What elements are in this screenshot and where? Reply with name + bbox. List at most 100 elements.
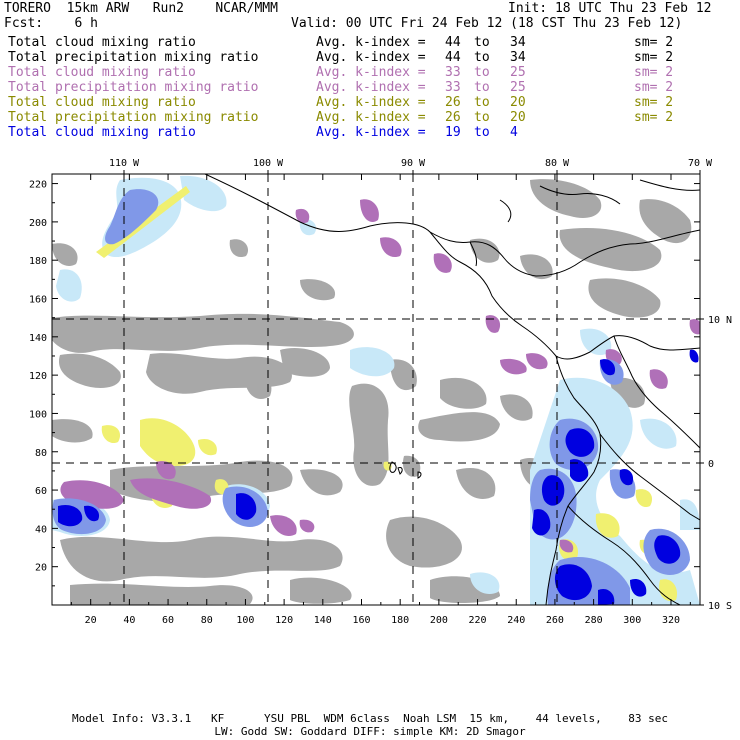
model-info: Model Info: V3.3.1 KF YSU PBL WDM 6class… — [71, 712, 669, 725]
legend-k-to: 20 — [510, 110, 526, 125]
legend-kindex-label: Avg. k-index = — [316, 110, 426, 125]
longitude-label: 70 W — [688, 158, 713, 169]
legend-kindex-label: Avg. k-index = — [316, 65, 426, 80]
legend-row: Total precipitation mixing ratio Avg. k-i… — [0, 50, 740, 65]
legend-to: to — [474, 80, 490, 95]
longitude-labels: 110 W 100 W 90 W 80 W 70 W — [109, 158, 713, 174]
y-tick-label: 40 — [35, 524, 47, 535]
y-tick-label: 220 — [29, 180, 47, 191]
legend-sm: sm= 2 — [634, 110, 674, 125]
x-tick-label: 120 — [275, 615, 293, 626]
x-tick-label: 320 — [662, 615, 680, 626]
legend-to: to — [474, 125, 490, 140]
x-tick-label: 300 — [623, 615, 641, 626]
latitude-labels: 10 N 0 10 S — [700, 315, 732, 612]
y-tick-label: 80 — [35, 448, 47, 459]
legend-kindex-label: Avg. k-index = — [316, 125, 426, 140]
forecast-hour: Fcst: 6 h — [4, 16, 98, 31]
legend-k-from: 44 — [445, 35, 461, 50]
legend-sm: sm= 2 — [634, 95, 674, 110]
legend-sm: sm= 2 — [634, 35, 674, 50]
legend-to: to — [474, 65, 490, 80]
valid-time: Valid: 00 UTC Fri 24 Feb 12 (18 CST Thu … — [291, 16, 683, 31]
x-tick-label: 140 — [314, 615, 332, 626]
legend-row: Total cloud mixing ratio Avg. k-index = 33… — [0, 65, 740, 80]
legend-row: Total cloud mixing ratio Avg. k-index = 19… — [0, 125, 740, 140]
legend-k-to: 34 — [510, 35, 526, 50]
x-tick-label: 160 — [352, 615, 370, 626]
legend-sm: sm= 2 — [634, 80, 674, 95]
longitude-label: 110 W — [109, 158, 140, 169]
legend-field: Total cloud mixing ratio — [8, 35, 196, 50]
legend-row: Total cloud mixing ratio Avg. k-index = 44… — [0, 35, 740, 50]
latitude-label: 10 S — [708, 601, 732, 612]
x-tick-label: 20 — [85, 615, 97, 626]
legend-k-from: 44 — [445, 50, 461, 65]
longitude-label: 100 W — [253, 158, 284, 169]
legend-sm: sm= 2 — [634, 50, 674, 65]
legend-to: to — [474, 110, 490, 125]
legend-field: Total precipitation mixing ratio — [8, 80, 259, 95]
legend-to: to — [474, 35, 490, 50]
legend-to: to — [474, 50, 490, 65]
legend-k-to: 4 — [510, 125, 518, 140]
legend-k-from: 26 — [445, 95, 461, 110]
legend-sm: sm= 2 — [634, 65, 674, 80]
legend-kindex-label: Avg. k-index = — [316, 80, 426, 95]
x-tick-label: 60 — [162, 615, 174, 626]
legend-field: Total cloud mixing ratio — [8, 65, 196, 80]
cloud-gray-field — [52, 179, 692, 605]
x-tick-label: 40 — [123, 615, 135, 626]
plot-area — [52, 174, 700, 605]
x-tick-label: 280 — [585, 615, 603, 626]
x-tick-label: 220 — [469, 615, 487, 626]
y-tick-label: 20 — [35, 563, 47, 574]
cloud-purple-field — [60, 199, 700, 553]
legend-field: Total precipitation mixing ratio — [8, 50, 259, 65]
legend-k-to: 25 — [510, 80, 526, 95]
coastlines — [204, 174, 700, 605]
cloud-blue-field — [58, 349, 699, 605]
x-tick-label: 180 — [391, 615, 409, 626]
legend-kindex-label: Avg. k-index = — [316, 35, 426, 50]
legend-k-to: 25 — [510, 65, 526, 80]
y-tick-label: 160 — [29, 295, 47, 306]
y-tick-label: 120 — [29, 371, 47, 382]
plot-frame — [51, 173, 701, 606]
legend-row: Total precipitation mixing ratio Avg. k-i… — [0, 80, 740, 95]
legend-kindex-label: Avg. k-index = — [316, 50, 426, 65]
legend-row: Total precipitation mixing ratio Avg. k-i… — [0, 110, 740, 125]
legend-to: to — [474, 95, 490, 110]
longitude-label: 90 W — [401, 158, 426, 169]
legend-field: Total cloud mixing ratio — [8, 125, 196, 140]
legend-k-from: 33 — [445, 80, 461, 95]
legend-k-to: 20 — [510, 95, 526, 110]
x-tick-label: 240 — [507, 615, 525, 626]
model-title: TORERO 15km ARW Run2 NCAR/MMM — [4, 1, 278, 16]
legend-kindex-label: Avg. k-index = — [316, 95, 426, 110]
legend-k-to: 34 — [510, 50, 526, 65]
init-time: Init: 18 UTC Thu 23 Feb 12 — [508, 1, 712, 16]
x-tick-label: 100 — [236, 615, 254, 626]
x-axis: 20 40 60 80 100 120 140 160 180 200 220 240 260 280 30… — [70, 174, 691, 626]
legend-row: Total cloud mixing ratio Avg. k-index = 26… — [0, 95, 740, 110]
lat-lon-grid — [52, 174, 700, 605]
longitude-label: 80 W — [545, 158, 570, 169]
y-tick-label: 60 — [35, 486, 47, 497]
y-tick-label: 180 — [29, 256, 47, 267]
legend-k-from: 19 — [445, 125, 461, 140]
y-tick-label: 140 — [29, 333, 47, 344]
model-physics: LW: Godd SW: Goddard DIFF: simple KM: 2D… — [214, 725, 526, 738]
y-axis: 20 40 60 80 100 120 140 160 180 200 220 — [29, 180, 700, 587]
x-tick-label: 200 — [430, 615, 448, 626]
x-tick-label: 260 — [546, 615, 564, 626]
latitude-label: 10 N — [708, 315, 732, 326]
y-tick-label: 200 — [29, 218, 47, 229]
legend-field: Total cloud mixing ratio — [8, 95, 196, 110]
legend-field: Total precipitation mixing ratio — [8, 110, 259, 125]
legend-k-from: 33 — [445, 65, 461, 80]
latitude-label: 0 — [708, 459, 714, 470]
legend-k-from: 26 — [445, 110, 461, 125]
y-tick-label: 100 — [29, 409, 47, 420]
